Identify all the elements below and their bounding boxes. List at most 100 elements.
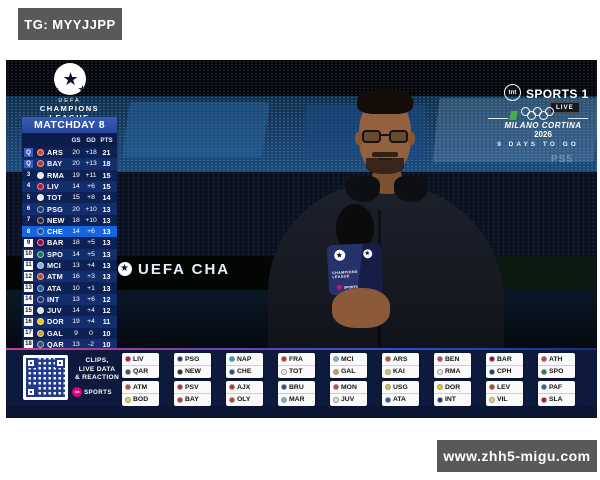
gd-value: -2: [87, 340, 95, 348]
pts-value: 13: [102, 238, 111, 248]
gs-value: 10: [72, 284, 80, 292]
pts-value: 13: [102, 260, 111, 270]
standings-row: 10 SPO 14 +5 13: [22, 248, 117, 260]
gs-value: 16: [72, 273, 80, 281]
team-crest-icon: [37, 149, 44, 157]
tnt-logo-icon: tnt: [72, 387, 82, 397]
tnt-dot-icon: [336, 284, 343, 290]
team-crest-icon: [37, 160, 44, 168]
gd-value: +3: [87, 273, 95, 281]
position-badge: 12: [24, 272, 33, 281]
gs-value: 18: [72, 239, 80, 247]
team-crest-icon: [125, 356, 131, 362]
fixture-team-row: OLY: [226, 393, 263, 405]
gd-value: +10: [85, 216, 97, 224]
team-abbreviation: MAR: [289, 396, 305, 403]
fixture-team-row: PSV: [174, 381, 211, 393]
team-crest-icon: [37, 205, 44, 213]
tg-watermark: TG: MYYJJPP: [18, 8, 122, 40]
pts-value: 10: [102, 328, 111, 338]
standings-row: Q BAY 20 +13 18: [22, 158, 117, 170]
gd-value: +1: [87, 284, 95, 292]
team-abbreviation: SPO: [47, 249, 64, 259]
fixture-team-row: BRU: [278, 381, 315, 393]
team-abbreviation: QAR: [47, 339, 64, 349]
team-abbreviation: GAL: [341, 368, 356, 375]
fixture-team-row: QAR: [122, 365, 159, 377]
gs-value: 13: [72, 340, 80, 348]
col-pts: PTS: [100, 136, 113, 144]
stadium-upper-crowd: [6, 60, 597, 98]
team-abbreviation: BRU: [289, 383, 304, 391]
team-crest-icon: [37, 340, 44, 348]
gd-value: +18: [85, 149, 97, 157]
team-crest-icon: [37, 171, 44, 179]
gd-value: +8: [87, 194, 95, 202]
team-crest-icon: [37, 295, 44, 303]
fixture-card: BRU MAR: [278, 381, 315, 406]
team-abbreviation: RMA: [445, 368, 461, 375]
website-watermark: www.zhh5-migu.com: [437, 440, 597, 472]
fixture-card: PSV BAY: [174, 381, 211, 406]
fixture-card: MON JUV: [330, 381, 367, 406]
standings-row: 6 PSG 20 +10 13: [22, 203, 117, 215]
qr-finder: [26, 387, 36, 397]
ucl-starball-icon: ★: [333, 249, 346, 262]
fixture-column: NAP CHE AJX OLY: [226, 353, 263, 406]
fixture-card: PAF SLA: [538, 381, 575, 406]
fixture-team-row: PAF: [538, 381, 575, 393]
fixture-card: BEN RMA: [434, 353, 471, 378]
pts-value: 12: [102, 306, 111, 316]
col-gs: GS: [71, 136, 81, 144]
gs-value: 19: [72, 171, 80, 179]
team-crest-icon: [37, 307, 44, 315]
pts-value: 13: [102, 283, 111, 293]
position-badge: 15: [24, 306, 33, 315]
fixture-team-row: CHE: [226, 365, 263, 377]
ticker-accent-line: [6, 348, 597, 350]
fixture-card: PSG NEW: [174, 353, 211, 378]
standings-column-headers: GS GD PTS: [22, 133, 117, 147]
ucl-starball-icon: ★: [118, 262, 132, 276]
team-crest-icon: [333, 368, 339, 375]
position-badge: 9: [24, 238, 33, 248]
col-gd: GD: [86, 136, 96, 144]
team-abbreviation: BAR: [497, 355, 512, 363]
team-crest-icon: [281, 356, 287, 362]
fixture-team-row: CPH: [486, 365, 523, 377]
team-abbreviation: NAP: [237, 355, 252, 363]
gs-value: 20: [72, 149, 80, 157]
gd-value: +10: [85, 205, 97, 213]
gd-value: 0: [89, 329, 93, 337]
team-abbreviation: LIV: [47, 181, 59, 191]
team-crest-icon: [385, 384, 391, 390]
position-badge: 17: [24, 328, 33, 338]
gd-value: +5: [87, 250, 95, 258]
standings-row: 5 TOT 15 +8 14: [22, 192, 117, 204]
team-abbreviation: ATH: [549, 355, 563, 363]
team-crest-icon: [281, 396, 287, 403]
team-abbreviation: TOT: [289, 368, 303, 375]
fixture-team-row: INT: [434, 393, 471, 405]
fixture-team-row: LIV: [122, 353, 159, 365]
fixture-team-row: DOR: [434, 381, 471, 393]
team-abbreviation: PSG: [47, 204, 64, 214]
team-crest-icon: [229, 368, 235, 375]
fixture-column: FRA TOT BRU MAR: [278, 353, 315, 406]
team-crest-icon: [333, 396, 339, 403]
pts-value: 12: [102, 294, 111, 304]
pts-value: 11: [102, 317, 111, 327]
pts-value: 15: [102, 181, 111, 191]
reporter-beard: [366, 158, 404, 174]
fixture-card: AJX OLY: [226, 381, 263, 406]
team-abbreviation: SLA: [549, 396, 563, 403]
team-crest-icon: [281, 384, 287, 390]
qr-promo-text: CLIPS, LIVE DATA & REACTION: [74, 357, 120, 382]
fixture-team-row: NAP: [226, 353, 263, 365]
team-crest-icon: [281, 368, 287, 375]
team-crest-icon: [37, 284, 44, 292]
gs-value: 14: [72, 182, 80, 190]
team-abbreviation: LIV: [133, 355, 144, 363]
fixture-team-row: AJX: [226, 381, 263, 393]
team-crest-icon: [125, 396, 131, 403]
